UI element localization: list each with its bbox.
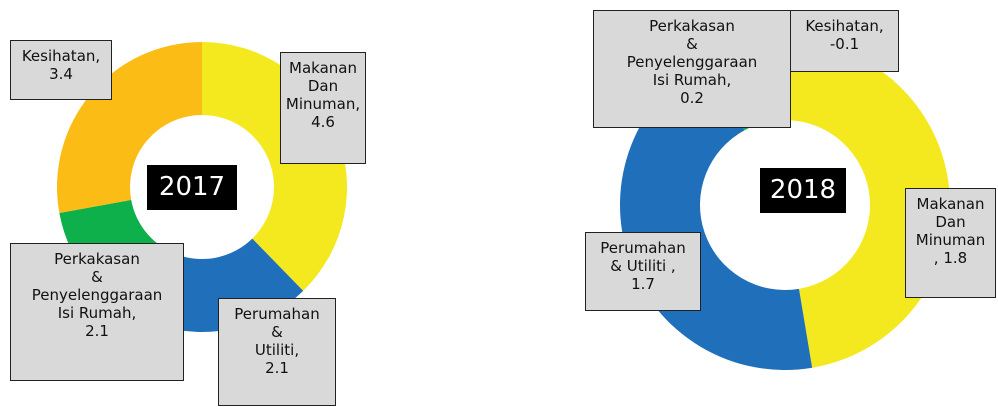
value-label: 0.2: [680, 89, 704, 107]
category-label: Perumahan & Utiliti ,: [600, 239, 686, 275]
data-label-box: Kesihatan, 3.4: [10, 40, 112, 100]
data-label-box: Perkakasan & Penyelenggaraan Isi Rumah, 0…: [593, 10, 791, 128]
category-label: Kesihatan,: [21, 47, 101, 65]
donut-slice: [56, 42, 203, 213]
center-label: 2017: [147, 165, 237, 210]
value-label: -0.1: [829, 35, 860, 53]
data-label-box: Makanan Dan Minuman, 4.6: [280, 52, 366, 164]
category-label: Perumahan & Utiliti,: [234, 305, 320, 359]
category-label: Kesihatan,: [805, 17, 884, 35]
value-label: 3.4: [49, 65, 73, 83]
value-label: 1.7: [631, 275, 655, 293]
category-label: Makanan Dan Minuman,: [285, 59, 361, 113]
data-label-box: Perkakasan & Penyelenggaraan Isi Rumah, 2…: [10, 243, 184, 381]
center-label: 2018: [760, 168, 846, 213]
value-label: 2.1: [85, 322, 109, 340]
category-label: Perkakasan & Penyelenggaraan Isi Rumah,: [31, 250, 163, 322]
value-label: 4.6: [311, 113, 335, 131]
data-label-box: Perumahan & Utiliti, 2.1: [218, 298, 336, 406]
data-label-box: Perumahan & Utiliti , 1.7: [585, 232, 701, 311]
category-label: Makanan Dan Minuman: [915, 195, 986, 249]
data-label-box: Makanan Dan Minuman, 1.8: [905, 188, 996, 298]
value-label: , 1.8: [933, 249, 968, 267]
data-label-box: Kesihatan, -0.1: [790, 10, 899, 72]
value-label: 2.1: [265, 359, 289, 377]
category-label: Perkakasan & Penyelenggaraan Isi Rumah,: [626, 17, 758, 89]
